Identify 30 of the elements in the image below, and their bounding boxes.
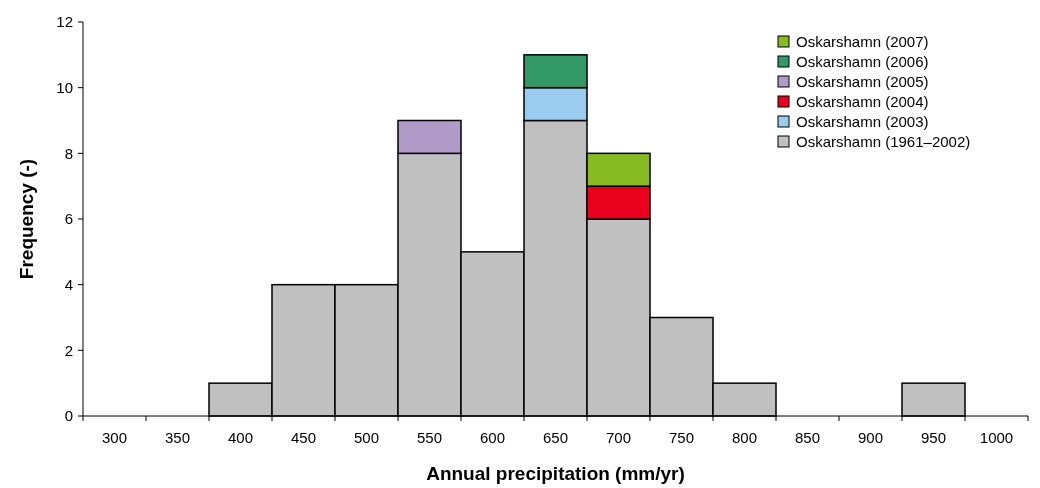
y-tick-label: 8 — [64, 144, 73, 162]
x-tick-label: 350 — [164, 429, 191, 446]
x-tick-label: 950 — [920, 429, 947, 446]
legend-label: Oskarshamn (2007) — [796, 33, 929, 50]
x-tick-label: 600 — [479, 429, 506, 446]
y-tick-label: 6 — [64, 210, 73, 228]
y-tick-label: 12 — [56, 13, 73, 31]
x-axis-title: Annual precipitation (mm/yr) — [426, 463, 685, 484]
y-axis-title: Frequency (-) — [16, 158, 37, 280]
x-tick-label: 400 — [227, 429, 254, 446]
y-tick-label: 2 — [64, 341, 73, 359]
legend-label: Oskarshamn (1961–2002) — [796, 133, 971, 150]
x-tick-label: 1000 — [979, 429, 1014, 446]
x-tick-label: 900 — [857, 429, 884, 446]
x-tick-label: 800 — [731, 429, 758, 446]
legend-label: Oskarshamn (2003) — [796, 113, 929, 130]
x-tick-label: 300 — [101, 429, 128, 446]
legend-label: Oskarshamn (2004) — [796, 93, 929, 110]
legend-label: Oskarshamn (2005) — [796, 73, 929, 90]
x-tick-label: 450 — [290, 429, 317, 446]
x-tick-label: 500 — [353, 429, 380, 446]
x-tick-label: 550 — [416, 429, 443, 446]
x-tick-label: 750 — [668, 429, 695, 446]
y-tick-label: 10 — [56, 78, 73, 96]
x-tick-label: 850 — [794, 429, 821, 446]
y-tick-label: 4 — [64, 275, 73, 293]
x-tick-label: 700 — [605, 429, 632, 446]
x-tick-label: 650 — [542, 429, 569, 446]
y-tick-label: 0 — [64, 407, 73, 425]
legend-label: Oskarshamn (2006) — [796, 53, 929, 70]
